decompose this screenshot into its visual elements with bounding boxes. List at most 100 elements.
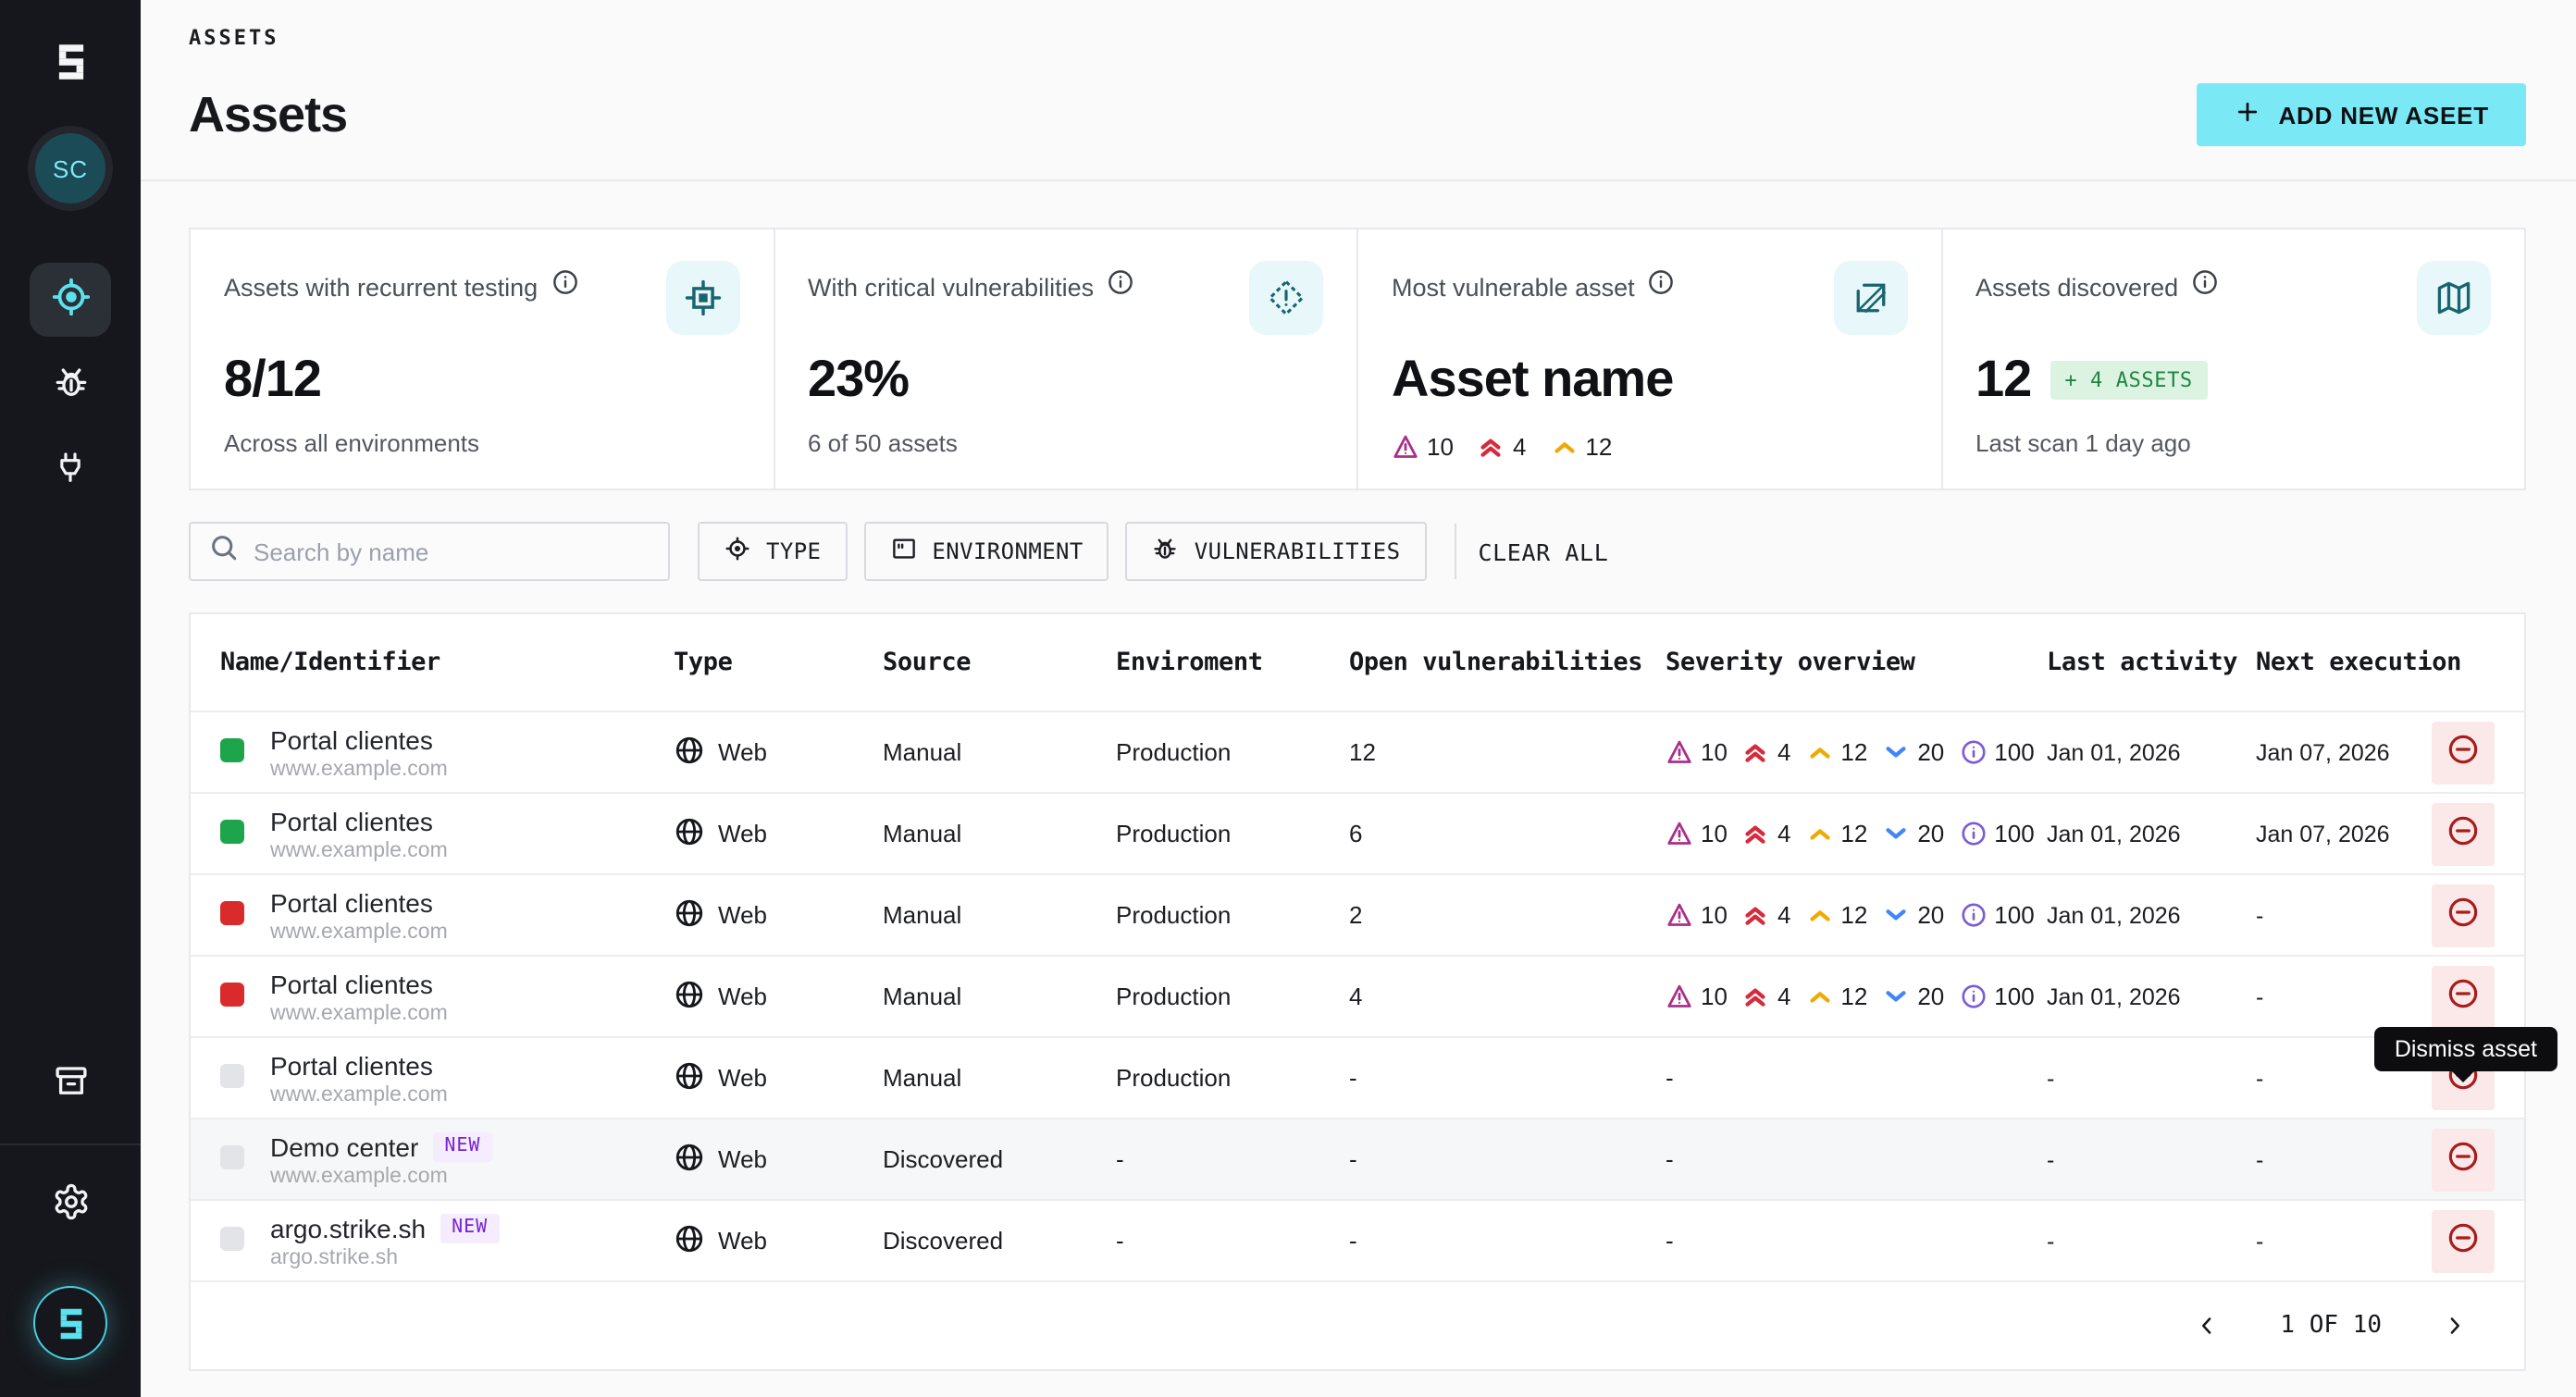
asset-type-label: Web <box>718 1064 767 1092</box>
sidebar-item-settings[interactable] <box>30 1168 111 1242</box>
severity-medium-count: 12 <box>1585 433 1613 461</box>
asset-name: argo.strike.sh <box>270 1213 427 1242</box>
asset-name: Portal clientes <box>270 724 433 754</box>
page-header: ASSETS Assets ADD NEW ASEET <box>141 0 2576 181</box>
breadcrumb: ASSETS <box>189 26 279 50</box>
sidebar-item-integrations[interactable] <box>30 433 111 507</box>
asset-source: Discovered <box>883 1227 1004 1255</box>
brand-logo-bottom-icon[interactable] <box>33 1286 107 1360</box>
dismiss-asset-button[interactable] <box>2432 1209 2495 1272</box>
open-vulnerabilities-count: 2 <box>1349 901 1363 929</box>
assets-table: Name/Identifier Type Source Enviroment O… <box>189 612 2526 1371</box>
status-square <box>220 1226 244 1250</box>
sidebar: SC <box>0 0 141 1397</box>
severity-high: 4 <box>1742 901 1790 929</box>
asset-type: Web <box>674 1141 883 1178</box>
clear-all-button[interactable]: CLEAR ALL <box>1478 538 1609 565</box>
dismiss-asset-button[interactable] <box>2432 1128 2495 1191</box>
next-page-button[interactable] <box>2441 1312 2469 1340</box>
severity-info-count: 100 <box>1994 820 2035 847</box>
filter-type-button[interactable]: TYPE <box>698 522 848 581</box>
asset-type-label: Web <box>718 1145 767 1173</box>
globe-icon <box>674 1141 705 1178</box>
globe-icon <box>674 815 705 852</box>
severity-info: 100 <box>1959 738 2035 766</box>
tooltip-text: Dismiss asset <box>2394 1036 2537 1062</box>
severity-overview: 10 4 12 20 100 <box>1666 983 2047 1010</box>
next-execution: Jan 07, 2026 <box>2256 739 2390 765</box>
filter-environment-button[interactable]: ENVIRONMENT <box>863 522 1109 581</box>
asset-type: Web <box>674 1222 883 1259</box>
sidebar-item-vulnerabilities[interactable] <box>30 348 111 422</box>
status-square <box>220 900 244 924</box>
table-row[interactable]: argo.strike.sh NEW argo.strike.sh Web Di… <box>191 1199 2524 1280</box>
dismiss-asset-button[interactable] <box>2432 802 2495 865</box>
filter-type-label: TYPE <box>766 538 822 564</box>
asset-identifier: www.example.com <box>270 1002 448 1024</box>
next-execution: - <box>2256 983 2264 1009</box>
card-label: Most vulnerable asset <box>1392 273 1635 301</box>
last-activity: - <box>2047 1228 2055 1254</box>
asset-type-label: Web <box>718 1227 767 1255</box>
dismiss-asset-button[interactable] <box>2432 965 2495 1028</box>
asset-environment: Production <box>1116 820 1232 847</box>
dismiss-minus-circle-icon <box>2445 894 2482 936</box>
severity-high-count: 4 <box>1777 983 1791 1010</box>
table-header: Name/Identifier Type Source Enviroment O… <box>191 614 2524 711</box>
open-vulnerabilities-count: 12 <box>1349 738 1376 766</box>
column-header-last-activity: Last activity <box>2047 648 2238 677</box>
severity-critical: 10 <box>1666 901 1728 929</box>
severity-medium: 12 <box>1805 820 1867 847</box>
dismiss-asset-button[interactable] <box>2432 884 2495 946</box>
environment-filter-icon <box>889 535 917 568</box>
new-badge: NEW <box>440 1213 500 1242</box>
brand-logo-icon[interactable] <box>56 44 84 89</box>
add-new-asset-button[interactable]: ADD NEW ASEET <box>2197 83 2526 146</box>
card-sub: Last scan 1 day ago <box>1975 429 2191 457</box>
search-input[interactable] <box>254 538 650 565</box>
asset-source: Manual <box>883 983 962 1010</box>
globe-icon <box>674 734 705 771</box>
card-value: 23% <box>808 350 910 407</box>
table-row[interactable]: Portal clientes www.example.com Web Manu… <box>191 792 2524 873</box>
table-row[interactable]: Portal clientes www.example.com Web Manu… <box>191 955 2524 1036</box>
asset-environment: Production <box>1116 738 1232 766</box>
asset-name: Demo center <box>270 1131 419 1161</box>
column-header-name: Name/Identifier <box>220 648 440 677</box>
status-square <box>220 737 244 761</box>
asset-source: Manual <box>883 820 962 847</box>
dismiss-asset-button[interactable] <box>2432 721 2495 784</box>
stat-card-recurrent-testing: Assets with recurrent testing 8/12 Acros… <box>191 229 774 488</box>
asset-type-label: Web <box>718 820 767 847</box>
filter-vulnerabilities-button[interactable]: VULNERABILITIES <box>1125 522 1427 581</box>
search-box[interactable] <box>189 522 670 581</box>
last-activity: Jan 01, 2026 <box>2047 739 2181 765</box>
severity-info-count: 100 <box>1994 901 2035 929</box>
asset-environment: Production <box>1116 1064 1232 1092</box>
avatar[interactable]: SC <box>35 133 105 204</box>
asset-identifier: www.example.com <box>270 839 448 861</box>
archive-box-icon <box>51 1062 90 1106</box>
diamond-alert-icon <box>1249 261 1323 335</box>
severity-high-count: 4 <box>1777 738 1791 766</box>
asset-type: Web <box>674 896 883 933</box>
asset-type-label: Web <box>718 983 767 1010</box>
severity-critical: 10 <box>1666 738 1728 766</box>
filter-vulnerabilities-label: VULNERABILITIES <box>1194 538 1401 564</box>
table-row[interactable]: Portal clientes www.example.com Web Manu… <box>191 1036 2524 1118</box>
sidebar-item-archive[interactable] <box>30 1047 111 1121</box>
table-row[interactable]: Demo center NEW www.example.com Web Disc… <box>191 1118 2524 1199</box>
table-row[interactable]: Portal clientes www.example.com Web Manu… <box>191 711 2524 792</box>
asset-environment: - <box>1116 1227 1124 1255</box>
dismiss-asset-tooltip: Dismiss asset <box>2373 1027 2557 1082</box>
globe-icon <box>674 978 705 1015</box>
stat-card-assets-discovered: Assets discovered 12 + 4 ASSETS <box>1942 229 2524 488</box>
previous-page-button[interactable] <box>2193 1312 2221 1340</box>
table-row[interactable]: Portal clientes www.example.com Web Manu… <box>191 873 2524 955</box>
sidebar-nav <box>30 263 111 507</box>
main-content: ASSETS Assets ADD NEW ASEET Assets with … <box>141 0 2576 1397</box>
sidebar-item-assets[interactable] <box>30 263 111 337</box>
next-execution: - <box>2256 902 2264 928</box>
dismiss-minus-circle-icon <box>2445 731 2482 773</box>
severity-high-count: 4 <box>1512 433 1527 461</box>
